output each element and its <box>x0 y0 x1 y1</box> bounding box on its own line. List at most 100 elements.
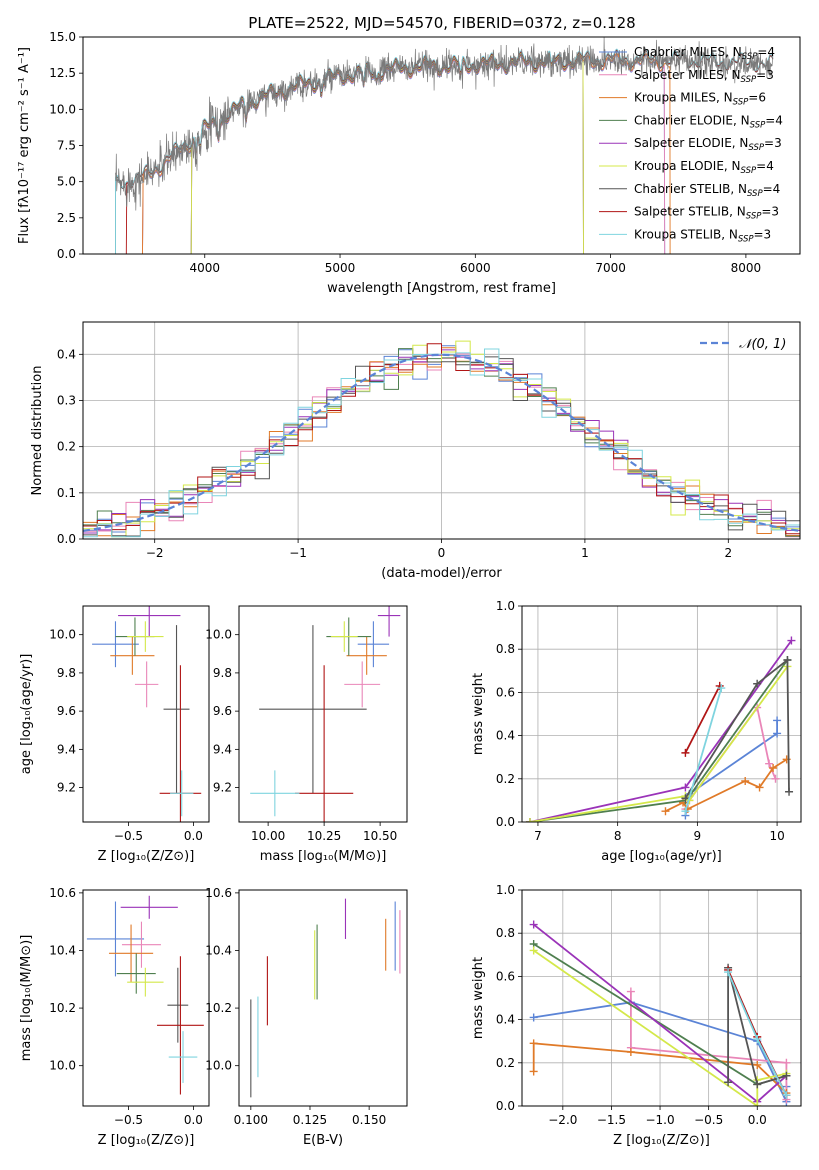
x-tick-label: 2 <box>724 546 732 560</box>
y-tick-label: 0.8 <box>496 642 515 656</box>
marker-chab_stelib <box>724 1078 733 1087</box>
x-axis-label: Z [log₁₀(Z/Z⊙)] <box>613 1133 710 1148</box>
y-tick-label: 0.2 <box>57 440 76 454</box>
spectrum-panel: 4000 5000 6000 7000 8000 0.0 2.5 5.0 7.5 10.0 12.5… <box>17 30 801 296</box>
x-axis-label: E(B-V) <box>303 1133 343 1148</box>
marker-salp_elodie <box>529 920 538 929</box>
histogram-salp_stelib <box>83 343 800 535</box>
y-tick-label: 0.0 <box>496 1099 515 1113</box>
y-tick-label: 10.4 <box>205 943 232 957</box>
spectrum-lines <box>115 37 774 254</box>
massweight-vs-metallicity-panel: −2.0 −1.5 −1.0 −0.5 0.0 0.0 0.2 0.4 0.6 0.8 1.0 Z [… <box>471 883 802 1148</box>
x-tick-label: 10.25 <box>307 829 341 843</box>
legend-label-salp_miles: Salpeter MILES, NSSP=3 <box>634 68 774 85</box>
legend-label-salp_elodie: Salpeter ELODIE, NSSP=3 <box>634 136 782 153</box>
y-tick-label: 0.6 <box>496 969 515 983</box>
x-axis-label: age [log₁₀(age/yr)] <box>601 849 722 864</box>
x-axis-label: mass [log₁₀(M/M⊙)] <box>260 849 387 864</box>
series-chab_elodie <box>529 659 789 822</box>
marker-chab_stelib <box>782 1071 791 1080</box>
x-tick-label: 10.50 <box>363 829 397 843</box>
y-axis-label: Normed distribution <box>30 366 45 496</box>
marker-salp_miles <box>771 774 780 783</box>
weight-lines <box>529 920 791 1106</box>
series-salp_miles <box>684 705 777 810</box>
marker-krou_miles <box>755 783 764 792</box>
marker-chab_stelib <box>753 679 762 688</box>
marker-krou_miles <box>741 776 750 785</box>
marker-krou_stelib <box>753 1035 762 1044</box>
y-tick-label: 0.3 <box>57 393 76 407</box>
series-krou_stelib <box>684 687 723 812</box>
x-tick-label: 9 <box>694 829 702 843</box>
gaussian-curve <box>83 353 800 532</box>
x-tick-label: −1.0 <box>645 1113 674 1127</box>
marker-salp_elodie <box>681 783 690 792</box>
y-tick-label: 9.4 <box>213 742 232 756</box>
series-salp_elodie <box>529 640 793 822</box>
marker-chab_stelib <box>785 787 794 796</box>
figure-title: PLATE=2522, MJD=54570, FIBERID=0372, z=0… <box>248 14 635 32</box>
y-tick-label: 9.4 <box>57 742 76 756</box>
x-tick-label: −2 <box>146 546 164 560</box>
x-axis-label: Z [log₁₀(Z/Z⊙)] <box>98 849 195 864</box>
x-tick-label: 10.00 <box>251 829 285 843</box>
x-tick-label: 0.100 <box>234 1113 268 1127</box>
y-tick-label: 10.0 <box>49 1059 76 1073</box>
x-tick-label: 0.150 <box>352 1113 386 1127</box>
x-tick-label: −2.0 <box>548 1113 577 1127</box>
y-tick-label: 9.6 <box>57 704 76 718</box>
y-tick-label: 12.5 <box>49 66 76 80</box>
y-tick-label: 10.0 <box>49 628 76 642</box>
y-tick-label: 10.2 <box>205 1001 232 1015</box>
axes-frame <box>238 889 408 1107</box>
x-tick-label: 5000 <box>325 261 356 275</box>
x-tick-label: 7000 <box>595 261 626 275</box>
y-axis-label: age [log₁₀(age/yr)] <box>19 654 34 775</box>
legend-label-chab_stelib: Chabrier STELIB, NSSP=4 <box>634 182 780 199</box>
y-tick-label: 0.4 <box>57 347 76 361</box>
marker-krou_stelib <box>717 684 726 693</box>
model-salp_elodie-line <box>190 53 584 254</box>
y-tick-label: 0.2 <box>496 1056 515 1070</box>
marker-chab_miles <box>773 729 782 738</box>
axes-frame <box>521 605 802 823</box>
marker-krou_miles <box>529 1039 538 1048</box>
axes-frame <box>82 605 210 823</box>
y-tick-label: 0.2 <box>496 772 515 786</box>
x-tick-label: 8000 <box>731 261 762 275</box>
errorbars <box>86 895 204 1095</box>
histogram-steps <box>83 340 800 538</box>
marker-krou_stelib <box>724 968 733 977</box>
marker-krou_miles <box>769 764 778 772</box>
x-tick-label: −0.5 <box>114 829 143 843</box>
y-tick-label: 10.0 <box>205 628 232 642</box>
y-tick-label: 5.0 <box>57 175 76 189</box>
model-krou_miles-line <box>142 53 671 254</box>
y-axis-label: mass [log₁₀(M/M⊙)] <box>19 935 34 1062</box>
x-axis-label: wavelength [Angstrom, rest frame] <box>327 281 556 296</box>
y-tick-label: 2.5 <box>57 211 76 225</box>
histogram-chab_stelib <box>83 355 800 537</box>
marker-krou_miles <box>753 1060 762 1069</box>
y-axis-label: Flux [fλ10⁻¹⁷ erg cm⁻² s⁻¹ A⁻¹] <box>17 47 32 244</box>
histogram-krou_elodie <box>83 340 800 538</box>
x-tick-label: 0.0 <box>184 829 203 843</box>
y-tick-label: 0.8 <box>496 926 515 940</box>
y-tick-label: 10.6 <box>205 886 232 900</box>
legend-label-krou_miles: Kroupa MILES, NSSP=6 <box>634 91 766 108</box>
marker-krou_elodie <box>529 946 538 955</box>
age-vs-mass-panel: 10.00 10.25 10.50 9.2 9.4 9.6 9.8 10.0 mass [log… <box>205 605 408 864</box>
series-salp_miles <box>630 991 788 1100</box>
marker-chab_stelib <box>783 656 792 664</box>
series-chab_stelib <box>727 967 787 1086</box>
marker-salp_miles <box>765 759 774 768</box>
y-tick-label: 9.6 <box>213 704 232 718</box>
marker-salp_elodie <box>787 636 796 645</box>
axes-frame <box>82 36 801 255</box>
marker-salp_miles <box>782 1058 791 1067</box>
marker-krou_miles <box>529 1067 538 1076</box>
marker-krou_elodie <box>525 818 534 822</box>
x-tick-label: 8 <box>614 829 622 843</box>
axes-frame <box>238 605 408 823</box>
